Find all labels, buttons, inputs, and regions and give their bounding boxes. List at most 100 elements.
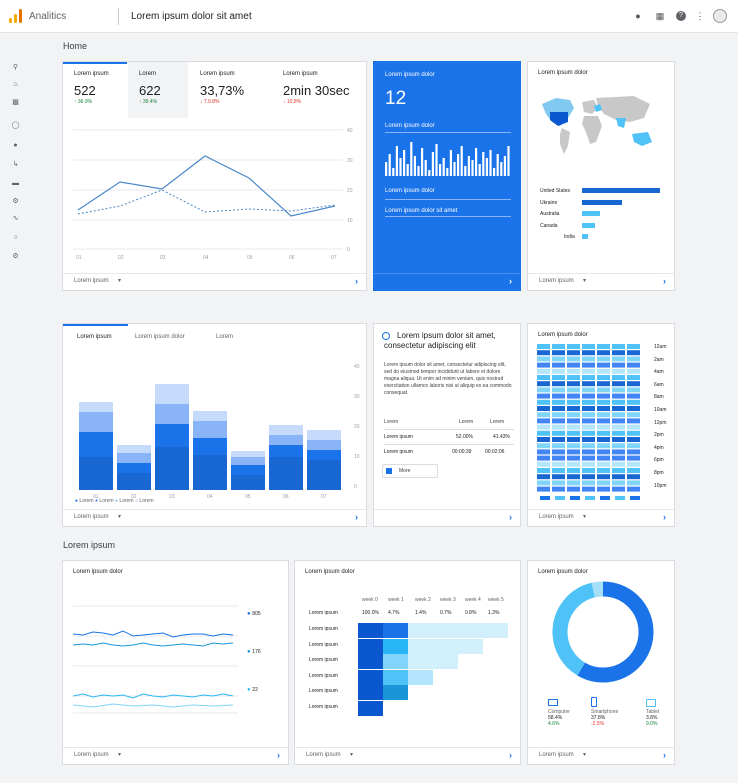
home-icon[interactable]: ⌂ <box>13 81 18 88</box>
heatmap-cell <box>612 461 625 467</box>
view-realtime-arrow[interactable]: › <box>509 276 512 286</box>
heatmap-card: Lorem ipsum dolor 12am 2am 4am 6am 8am 10am 12… <box>527 323 675 527</box>
cohort-column-header: week 4 <box>465 597 481 603</box>
app-name: Analitics <box>29 11 67 22</box>
date-range-button[interactable]: Lorem ipsum <box>306 752 341 758</box>
smartphone-icon <box>591 697 597 707</box>
heatmap-cell <box>597 418 610 424</box>
metric-delta: ↓ 10.8% <box>283 99 302 105</box>
view-report-arrow[interactable]: › <box>355 512 358 522</box>
reports-icon[interactable]: ▩ <box>12 99 19 106</box>
view-report-arrow[interactable]: › <box>509 750 512 760</box>
tab-lorem-ipsum[interactable]: Lorem ipsum <box>77 334 112 340</box>
realtime-bar <box>403 150 406 176</box>
table-cell: 52.00% <box>456 434 473 440</box>
metric-tile[interactable]: Lorem 622 ↑ 39.4% <box>128 62 188 118</box>
flow-icon[interactable]: ↳ <box>12 161 19 168</box>
bell-icon[interactable]: ● <box>635 11 641 21</box>
realtime-bar <box>392 168 395 176</box>
cohort-row-label: Lorem ipsum <box>309 641 338 648</box>
heatmap-cell <box>552 486 565 492</box>
date-range-button[interactable]: Lorem ipsum <box>74 514 109 520</box>
chevron-down-icon[interactable]: ▾ <box>118 514 122 520</box>
date-range-button[interactable]: Lorem ipsum <box>74 278 109 284</box>
database-icon[interactable]: ▬ <box>12 180 19 187</box>
heatmap-cell <box>612 387 625 393</box>
view-report-arrow[interactable]: › <box>663 276 666 286</box>
x-tick-label: 04 <box>207 494 213 500</box>
cohort-cell <box>358 669 383 685</box>
tab-lorem-ipsum-dolor[interactable]: Lorem ipsum dolor <box>135 334 185 340</box>
date-range-button[interactable]: Lorem ipsum <box>539 752 574 758</box>
heatmap-cell <box>582 468 595 473</box>
legend-label: Lorem <box>119 498 134 504</box>
tab-lorem[interactable]: Lorem <box>216 334 234 340</box>
more-button[interactable]: More <box>382 464 438 478</box>
realtime-bar <box>457 154 460 176</box>
heatmap-cell <box>597 474 610 480</box>
stack-segment <box>79 412 113 432</box>
apps-grid-icon[interactable]: ▦ <box>655 11 665 21</box>
heatmap-cell <box>612 474 625 480</box>
card-footer: Lorem ipsum ▾ › <box>528 747 674 764</box>
heatmap-cell <box>612 381 625 387</box>
view-report-arrow[interactable]: › <box>277 750 280 760</box>
realtime-bar <box>413 156 416 176</box>
chevron-down-icon[interactable]: ▾ <box>118 752 122 758</box>
metric-value: 522 <box>74 83 96 98</box>
hour-label: 12pm <box>654 419 667 426</box>
heatmap-cell <box>537 430 550 436</box>
heatmap-cell <box>627 387 640 393</box>
heatmap-cell <box>537 375 550 380</box>
chevron-down-icon[interactable]: ▾ <box>583 278 587 284</box>
page-title[interactable]: Lorem ipsum dolor sit amet <box>131 11 252 22</box>
admin-gear-icon[interactable]: ⚙ <box>12 253 19 260</box>
chevron-down-icon[interactable]: ▾ <box>583 752 587 758</box>
date-range-button[interactable]: Lorem ipsum <box>539 514 574 520</box>
heatmap-cell <box>627 486 640 492</box>
cohort-first-row-cell: 1.3% <box>488 610 500 616</box>
heatmap-cell <box>597 424 610 430</box>
trend-icon[interactable]: ∿ <box>12 215 19 222</box>
cohort-cell <box>383 669 408 685</box>
help-icon[interactable]: ? <box>676 11 686 21</box>
settings-gear-icon[interactable]: ⚙ <box>12 198 19 205</box>
country-label: Ukraine <box>540 200 558 206</box>
view-insight-arrow[interactable]: › <box>509 512 512 522</box>
svg-text:02: 02 <box>118 255 124 261</box>
metric-tile[interactable]: Lorem ipsum 2min 30sec ↓ 10.8% <box>272 62 367 118</box>
account-icon[interactable] <box>713 9 727 23</box>
heatmap-cell <box>552 344 565 349</box>
country-bar <box>582 200 622 205</box>
series-value: ● 805 <box>247 611 261 617</box>
view-report-arrow[interactable]: › <box>663 512 666 522</box>
heatmap-cell <box>597 356 610 362</box>
audience-icon[interactable]: ● <box>13 142 18 149</box>
explore-icon[interactable]: ◯ <box>11 122 20 129</box>
metric-tile[interactable]: Lorem ipsum 33,73% ↓ 7.0.8% <box>189 62 271 118</box>
chevron-down-icon[interactable]: ▾ <box>350 752 354 758</box>
heatmap-cell <box>537 474 550 480</box>
heatmap-cell <box>627 356 640 362</box>
search-icon[interactable]: ⚲ <box>12 64 19 71</box>
heatmap-cell <box>537 412 550 418</box>
hour-label: 10pm <box>654 482 667 489</box>
date-range-button[interactable]: Lorem ipsum <box>539 278 574 284</box>
cohort-cell <box>358 638 383 654</box>
heatmap-cell <box>537 344 550 349</box>
date-range-button[interactable]: Lorem ipsum <box>74 752 109 758</box>
view-report-arrow[interactable]: › <box>355 276 358 286</box>
table-cell: Lorem ipsum <box>384 449 413 455</box>
chevron-down-icon[interactable]: ▾ <box>118 278 122 284</box>
heatmap-cell <box>582 344 595 349</box>
realtime-bar <box>475 148 478 176</box>
metric-tile[interactable]: Lorem ipsum 522 ↑ 36.9% <box>63 62 127 118</box>
country-bar <box>582 211 600 216</box>
heatmap-cell <box>567 486 580 492</box>
cohort-cell <box>433 638 458 654</box>
more-vert-icon[interactable]: ⋮ <box>695 11 705 21</box>
heatmap-cell <box>537 437 550 442</box>
chevron-down-icon[interactable]: ▾ <box>583 514 587 520</box>
lightbulb-icon[interactable]: ○ <box>13 234 18 241</box>
view-report-arrow[interactable]: › <box>663 750 666 760</box>
